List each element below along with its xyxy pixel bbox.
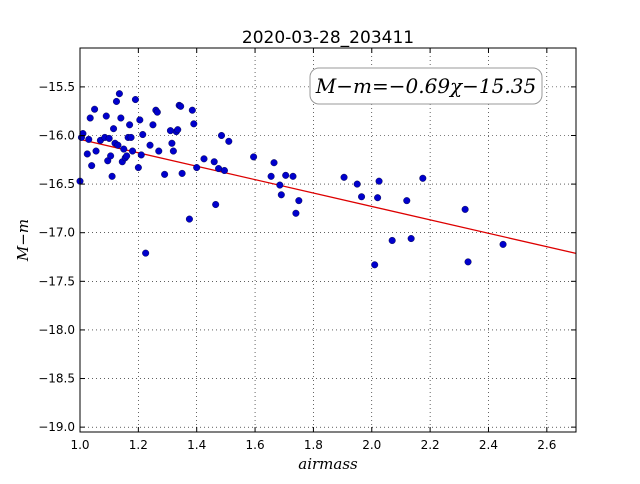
data-point [85,135,93,143]
data-point [292,209,300,217]
x-tick-label: 1.4 [187,438,206,452]
x-tick-label: 1.0 [70,438,89,452]
data-point [88,162,96,170]
x-tick-label: 1.6 [246,438,265,452]
data-point [374,194,382,202]
data-point [188,106,196,114]
y-tick-label: −18.5 [38,372,75,386]
data-point [107,152,115,160]
data-point [166,127,174,135]
data-point [136,116,144,124]
data-point [155,147,163,155]
data-point [102,112,110,120]
data-point [200,155,208,163]
x-axis-label: airmass [298,455,358,473]
data-point [169,147,177,155]
data-point [403,197,411,205]
annotation-box [309,67,543,105]
data-point [129,147,137,155]
data-point [212,201,220,209]
data-point [105,134,113,142]
x-tick-label: 2.4 [479,438,498,452]
data-point [86,114,94,122]
data-point [83,150,91,158]
data-point [139,131,147,139]
data-point [190,120,198,128]
data-point [218,131,226,139]
chart-title: 2020-03-28_203411 [242,28,414,48]
x-tick-label: 1.2 [129,438,148,452]
equation-annotation: M−m=−0.69χ−15.35 [309,67,543,105]
data-point [464,258,472,266]
ticks-layer: 1.0 1.2 1.4 1.6 1.8 2.0 2.2 2.4 2.6 −15.5 −16.0 −16… [38,48,576,452]
y-tick-label: −16.0 [38,128,75,142]
y-tick-label: −17.5 [38,274,75,288]
y-tick-label: −17.0 [38,226,75,240]
fit-line [79,138,577,255]
data-point [210,158,218,166]
data-point [295,197,303,205]
data-point [461,205,469,213]
data-point [358,193,366,201]
data-point [115,90,123,98]
y-tick-label: −19.0 [38,420,75,434]
data-point [114,141,122,149]
data-point [407,235,415,243]
data-point [91,105,99,113]
data-point [499,240,507,248]
data-point [215,165,223,173]
plot-frame [79,47,577,433]
data-point [371,261,379,269]
data-point [120,145,128,153]
data-point [225,137,233,145]
grid [79,48,576,432]
data-point [388,236,396,244]
y-axis-label: M−m [14,219,32,262]
data-point [92,147,100,155]
y-tick-label: −16.5 [38,177,75,191]
data-point [185,215,193,223]
data-point [174,126,182,134]
x-tick-label: 2.2 [421,438,440,452]
data-point [137,151,145,159]
data-point [177,102,185,110]
data-point [146,141,154,149]
data-point [168,139,176,147]
data-point [419,174,427,182]
data-point [282,171,290,179]
data-point [108,172,116,180]
data-point [161,170,169,178]
data-point [276,181,284,189]
data-point [112,97,120,105]
data-point [353,180,361,188]
data-point [117,114,125,122]
annotation-text: M−m=−0.69χ−15.35 [315,74,536,98]
data-point [134,164,142,172]
data-point [123,152,131,160]
data-point [267,172,275,180]
data-point [250,153,258,161]
data-point [289,172,297,180]
data-point [131,96,139,104]
data-point [149,121,157,129]
data-point [193,164,201,172]
data-point [127,133,135,141]
data-point [126,121,134,129]
data-point [340,173,348,181]
x-tick-label: 2.6 [537,438,556,452]
fit-line-layer [79,138,577,255]
y-tick-label: −18.0 [38,323,75,337]
data-point [153,108,161,116]
data-point [277,191,285,199]
data-point [110,125,118,133]
data-point [375,177,383,185]
x-tick-label: 1.8 [304,438,323,452]
data-point [178,169,186,177]
data-point [142,249,150,257]
data-point [270,159,278,167]
y-tick-label: −15.5 [38,80,75,94]
data-point [220,166,228,174]
x-tick-label: 2.0 [362,438,381,452]
